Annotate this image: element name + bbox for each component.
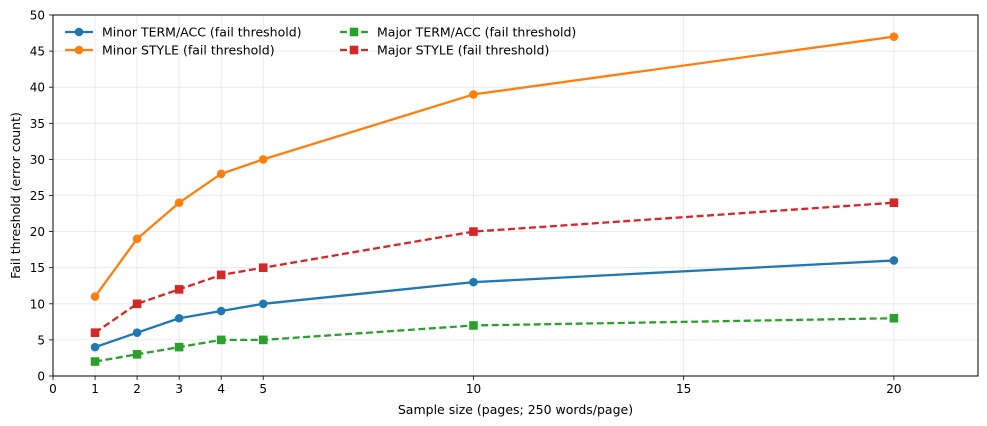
series-2 [90,32,899,301]
data-point [132,234,142,244]
series-group [90,32,899,366]
legend-marker [74,27,84,37]
data-point [469,321,478,330]
x-axis-label: Sample size (pages; 250 words/page) [398,402,633,417]
legend-item: Minor TERM/ACC (fail threshold) [65,25,302,40]
series-1 [90,256,899,352]
legend-item: Major STYLE (fail threshold) [340,43,549,58]
x-tick-label: 3 [175,382,183,396]
data-point [258,155,268,164]
legend-marker [349,45,359,55]
data-point [889,32,899,41]
x-tick-label: 15 [676,382,691,396]
data-point [258,299,268,309]
data-point [889,313,899,323]
data-point [132,299,142,309]
y-tick-label: 0 [37,370,45,384]
legend-marker [349,27,359,37]
series-4 [90,198,899,337]
y-tick-label: 10 [30,297,45,311]
x-tick-label: 20 [886,382,901,396]
x-tick-label: 10 [466,382,481,396]
data-point [889,256,899,265]
data-point [174,198,184,208]
legend-label: Major STYLE (fail threshold) [377,43,549,58]
data-point [216,335,226,345]
data-point [90,328,100,337]
y-tick-label: 35 [30,117,45,131]
data-point [90,342,100,352]
x-tick-label: 0 [49,382,57,396]
legend-label: Minor TERM/ACC (fail threshold) [102,25,302,40]
x-tick-label: 4 [217,382,225,396]
y-tick-label: 50 [30,9,45,23]
x-tick-label: 2 [133,382,141,396]
x-tick-label: 1 [91,382,99,396]
series-3 [90,313,899,366]
grid [52,14,978,377]
data-point [469,227,478,236]
y-tick-label: 20 [30,225,45,239]
data-point [258,335,268,345]
y-tick-label: 40 [30,81,45,95]
data-point [216,169,226,179]
data-point [258,263,268,272]
data-point [90,292,100,301]
data-point [174,313,184,323]
x-tick-label: 5 [259,382,267,396]
data-point [889,198,899,208]
data-point [216,306,226,316]
data-point [469,90,478,99]
data-point [132,350,142,359]
legend-label: Minor STYLE (fail threshold) [102,43,275,58]
data-point [174,342,184,352]
legend: Minor TERM/ACC (fail threshold) Minor STY… [65,25,576,58]
y-tick-label: 15 [30,261,45,275]
y-axis-label: Fail threshold (error count) [8,112,23,279]
legend-marker [74,45,84,55]
legend-label: Major TERM/ACC (fail threshold) [377,25,576,40]
y-tick-label: 30 [30,153,45,167]
data-point [469,277,478,287]
data-point [90,357,100,366]
y-tick-label: 25 [30,189,45,203]
legend-item: Major TERM/ACC (fail threshold) [340,25,576,40]
data-point [216,270,226,280]
legend-item: Minor STYLE (fail threshold) [65,43,275,58]
y-tick-label: 5 [37,333,45,347]
data-point [174,285,184,294]
data-point [132,328,142,337]
y-tick-label: 45 [30,45,45,59]
series-line [94,35,895,298]
